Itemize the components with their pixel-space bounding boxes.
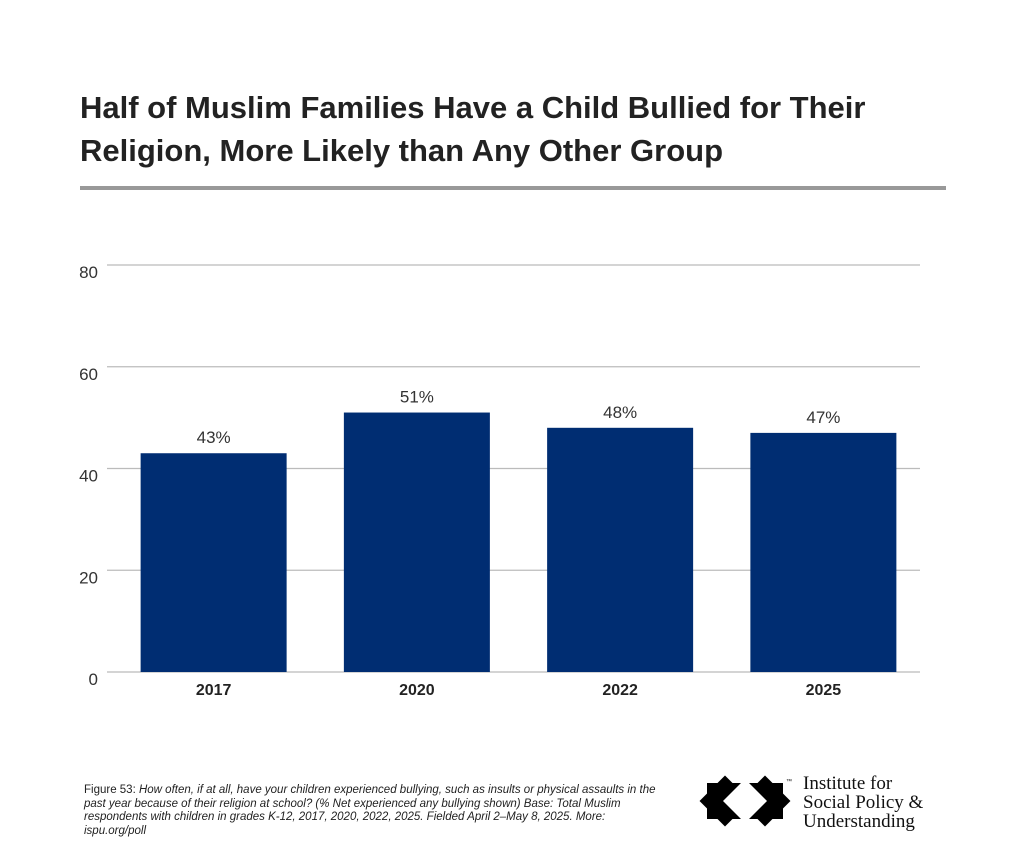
footnote-label: Figure 53: [84,784,136,796]
x-tick-label: 2020 [399,682,435,699]
y-tick-label: 20 [79,568,98,587]
y-tick-label: 0 [89,670,98,689]
logo-line: Understanding [803,811,915,832]
data-label: 48% [603,403,637,422]
y-tick-label: 60 [79,365,98,384]
data-label: 43% [197,428,231,447]
x-tick-label: 2022 [602,682,638,699]
trademark: ™ [786,778,792,785]
data-label: 51% [400,388,434,407]
title-divider [80,186,946,190]
x-tick-label: 2025 [806,682,842,699]
logo-line: Institute for [803,773,893,794]
logo-line: Social Policy & [803,792,924,813]
footnote: Figure 53: How often, if at all, have yo… [84,784,664,838]
ispu-logo-icon: ™ [699,775,792,827]
footnote-text: How often, if at all, have your children… [84,784,656,837]
bar [140,453,287,672]
data-label: 47% [806,408,840,427]
bar [547,427,694,672]
logo-text: Institute for Social Policy & Understand… [803,774,923,831]
y-tick-label: 40 [79,467,98,486]
bar-chart: 0 20 40 60 80 43% 2017 51% 2020 48% 2022 47% 2025 [79,263,920,699]
y-tick-label: 80 [79,263,98,282]
x-tick-label: 2017 [196,682,232,699]
chart-title: Half of Muslim Families Have a Child Bul… [80,90,866,168]
bar [750,432,897,672]
bar [343,412,490,672]
